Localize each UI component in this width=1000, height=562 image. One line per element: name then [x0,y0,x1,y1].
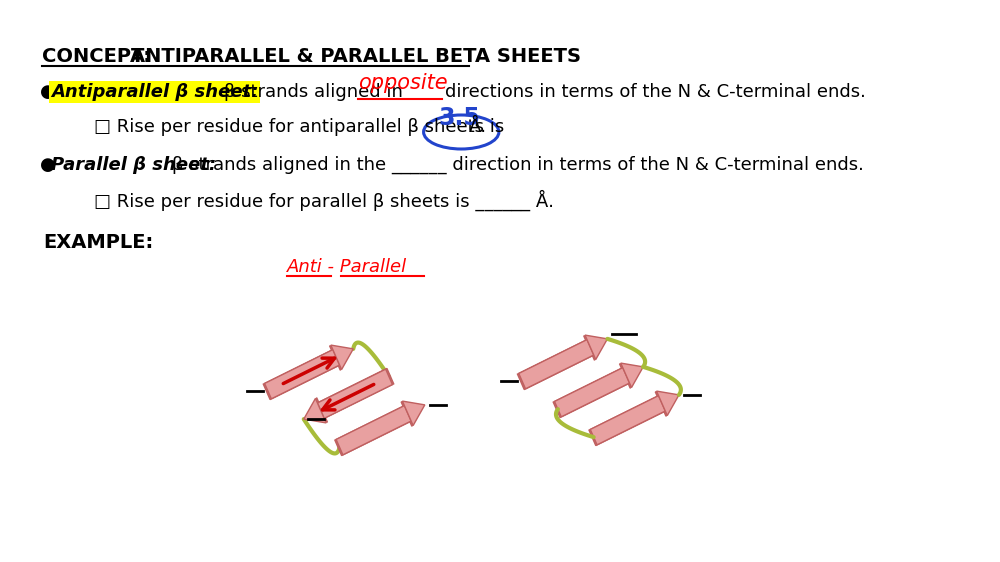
Text: ●: ● [40,156,55,174]
Polygon shape [317,369,392,418]
Text: β strands aligned in the ______ direction in terms of the N & C-terminal ends.: β strands aligned in the ______ directio… [172,156,864,174]
Text: Parallel β sheet:: Parallel β sheet: [51,156,216,174]
Polygon shape [590,396,665,445]
Polygon shape [330,346,352,370]
Text: □ Rise per residue for parallel β sheets is ______ Å.: □ Rise per residue for parallel β sheets… [94,190,554,211]
Polygon shape [584,336,606,360]
Polygon shape [305,398,327,422]
Polygon shape [517,341,592,389]
Text: directions in terms of the N & C-terminal ends.: directions in terms of the N & C-termina… [445,83,866,101]
Polygon shape [619,364,642,388]
Polygon shape [304,398,326,423]
Polygon shape [335,406,410,456]
Polygon shape [336,406,411,455]
Text: opposite: opposite [358,73,447,93]
Polygon shape [331,345,353,370]
Polygon shape [621,363,643,388]
Text: β strands aligned in: β strands aligned in [224,83,403,101]
Text: ●: ● [40,83,55,101]
Polygon shape [319,369,394,418]
Polygon shape [519,339,594,389]
Text: Å.: Å. [469,118,487,136]
Text: EXAMPLE:: EXAMPLE: [43,233,154,252]
Text: □ Rise per residue for antiparallel β sheets is: □ Rise per residue for antiparallel β sh… [94,118,504,136]
Polygon shape [589,396,664,446]
Polygon shape [401,402,424,427]
Text: 3.5: 3.5 [439,106,481,130]
Polygon shape [655,392,678,416]
Polygon shape [553,368,628,418]
Text: CONCEPT:: CONCEPT: [42,47,151,66]
Text: ANTIPARALLEL & PARALLEL BETA SHEETS: ANTIPARALLEL & PARALLEL BETA SHEETS [130,47,581,66]
Polygon shape [657,391,679,415]
Polygon shape [585,335,607,360]
Polygon shape [265,350,340,399]
Polygon shape [263,350,338,400]
Text: Antiparallel β sheet:: Antiparallel β sheet: [51,83,258,101]
Polygon shape [555,368,630,417]
Text: Anti - Parallel: Anti - Parallel [287,258,407,276]
Polygon shape [402,401,425,425]
